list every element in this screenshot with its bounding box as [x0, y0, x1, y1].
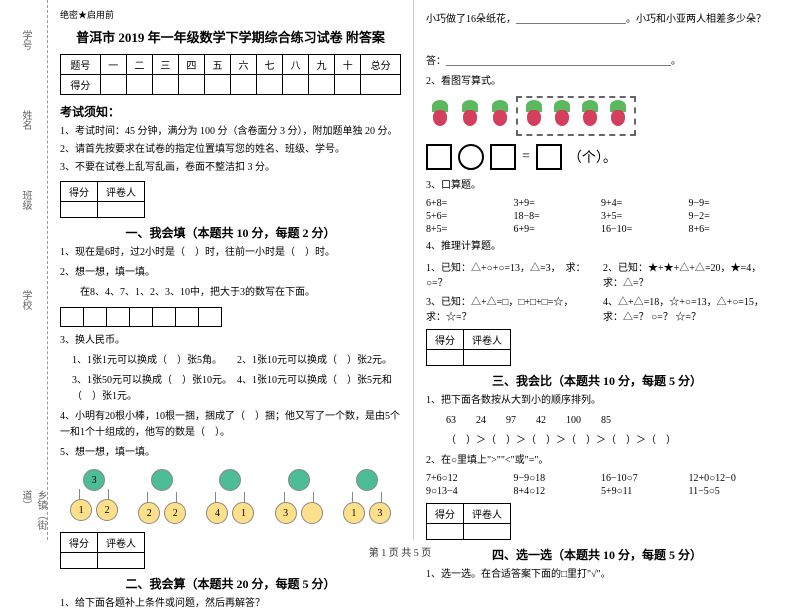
question: 在8、4、7、1、2、3、10中，把大于3的数写在下面。 [80, 285, 401, 301]
th: 六 [230, 55, 256, 75]
section-heading: 二、我会算（本题共 20 分，每题 5 分） [60, 575, 401, 592]
binding-margin: 学号 姓名 班级 学校 乡镇（街道） [0, 0, 48, 540]
section-heading: 四、选一选（本题共 10 分，每题 5 分） [426, 546, 768, 563]
question: 2、在○里填上">""<"或"="。 [426, 453, 768, 469]
question: 3、1张50元可以换成（ ）张10元。 4、1张10元可以换成（ ）张5元和（ … [72, 373, 401, 405]
radish-figure [426, 96, 768, 136]
question: 1、现在是6时，过2小时是（ ）时，往前一小时是（ ）时。 [60, 245, 401, 261]
question: 2、看图写算式。 [426, 74, 768, 90]
binding-label: 班级 [18, 190, 33, 210]
reasoning-grid: 1、已知：△+○+○=13，△=3， 求：○=？2、已知：★+★+△+△=20，… [426, 259, 768, 323]
binding-label: 学校 [18, 290, 33, 310]
th: 七 [257, 55, 283, 75]
th: 九 [309, 55, 335, 75]
notice-item: 3、不要在试卷上乱写乱画，卷面不整洁扣 3 分。 [60, 160, 401, 175]
binding-label: 姓名 [18, 110, 33, 130]
exam-title: 普洱市 2019 年一年级数学下学期综合练习试卷 附答案 [60, 27, 401, 46]
question: 1、1张1元可以换成（ ）张5角。 2、1张10元可以换成（ ）张2元。 [72, 353, 401, 369]
answer-boxes [60, 307, 401, 327]
question: 3、换人民币。 [60, 333, 401, 349]
question: 2、想一想，填一填。 [60, 265, 401, 281]
calc-grid: 6+8=3+9=9+4=9−9= 5+6=18−8=3+5=9−2= 8+5=6… [426, 198, 768, 235]
grader-table: 得分评卷人 [60, 532, 145, 569]
answer-line: 答：______________________________________… [426, 54, 768, 70]
question: 1、选一选。在合适答案下面的□里打"√"。 [426, 567, 768, 583]
question: 1、把下面各数按从大到小的顺序排列。 [426, 393, 768, 409]
order-line: （ ）＞（ ）＞（ ）＞（ ）＞（ ）＞（ ） [446, 433, 768, 449]
th: 总分 [361, 55, 401, 75]
section-heading: 三、我会比（本题共 10 分，每题 5 分） [426, 372, 768, 389]
section-heading: 一、我会填（本题共 10 分，每题 2 分） [60, 224, 401, 241]
score-table: 题号 一 二 三 四 五 六 七 八 九 十 总分 得分 [60, 54, 401, 95]
notice-heading: 考试须知： [60, 103, 401, 120]
right-column: 小巧做了16朵纸花，______________________。小巧和小亚两人… [414, 0, 780, 540]
question: 小巧做了16朵纸花，______________________。小巧和小亚两人… [426, 12, 768, 28]
circle-diagram: 312 22 41 3 13 [60, 469, 401, 524]
binding-label: 乡镇（街道） [18, 490, 48, 540]
compare-grid: 7+6○129−9○1816−10○712+0○12−0 9○13−48+4○1… [426, 473, 768, 497]
th: 题号 [61, 55, 101, 75]
grader-table: 得分评卷人 [426, 503, 511, 540]
question: 3、口算题。 [426, 178, 768, 194]
question: 5、想一想，填一填。 [60, 445, 401, 461]
th: 三 [152, 55, 178, 75]
question: 1、给下面各题补上条件或问题，然后再解答？ [60, 596, 401, 612]
secret-label: 绝密★启用前 [60, 8, 401, 21]
th: 十 [335, 55, 361, 75]
th: 四 [178, 55, 204, 75]
binding-label: 学号 [18, 30, 33, 50]
left-column: 绝密★启用前 普洱市 2019 年一年级数学下学期综合练习试卷 附答案 题号 一… [48, 0, 414, 540]
question: 4、小明有20根小棒，10根一捆，捆成了（ ）捆；他又写了一个数，是由5个一和1… [60, 409, 401, 441]
notice-item: 2、请首先按要求在试卷的指定位置填写您的姓名、班级、学号。 [60, 142, 401, 157]
number-list: 63 24 97 42 100 85 [446, 413, 768, 429]
th: 二 [126, 55, 152, 75]
equation-boxes: =（个）。 [426, 144, 768, 170]
th: 五 [204, 55, 230, 75]
notice-item: 1、考试时间：45 分钟，满分为 100 分（含卷面分 3 分），附加题单独 2… [60, 124, 401, 139]
grader-table: 得分评卷人 [426, 329, 511, 366]
grader-table: 得分评卷人 [60, 181, 145, 218]
th: 一 [100, 55, 126, 75]
question: 4、推理计算题。 [426, 239, 768, 255]
td: 得分 [61, 75, 101, 95]
th: 八 [283, 55, 309, 75]
